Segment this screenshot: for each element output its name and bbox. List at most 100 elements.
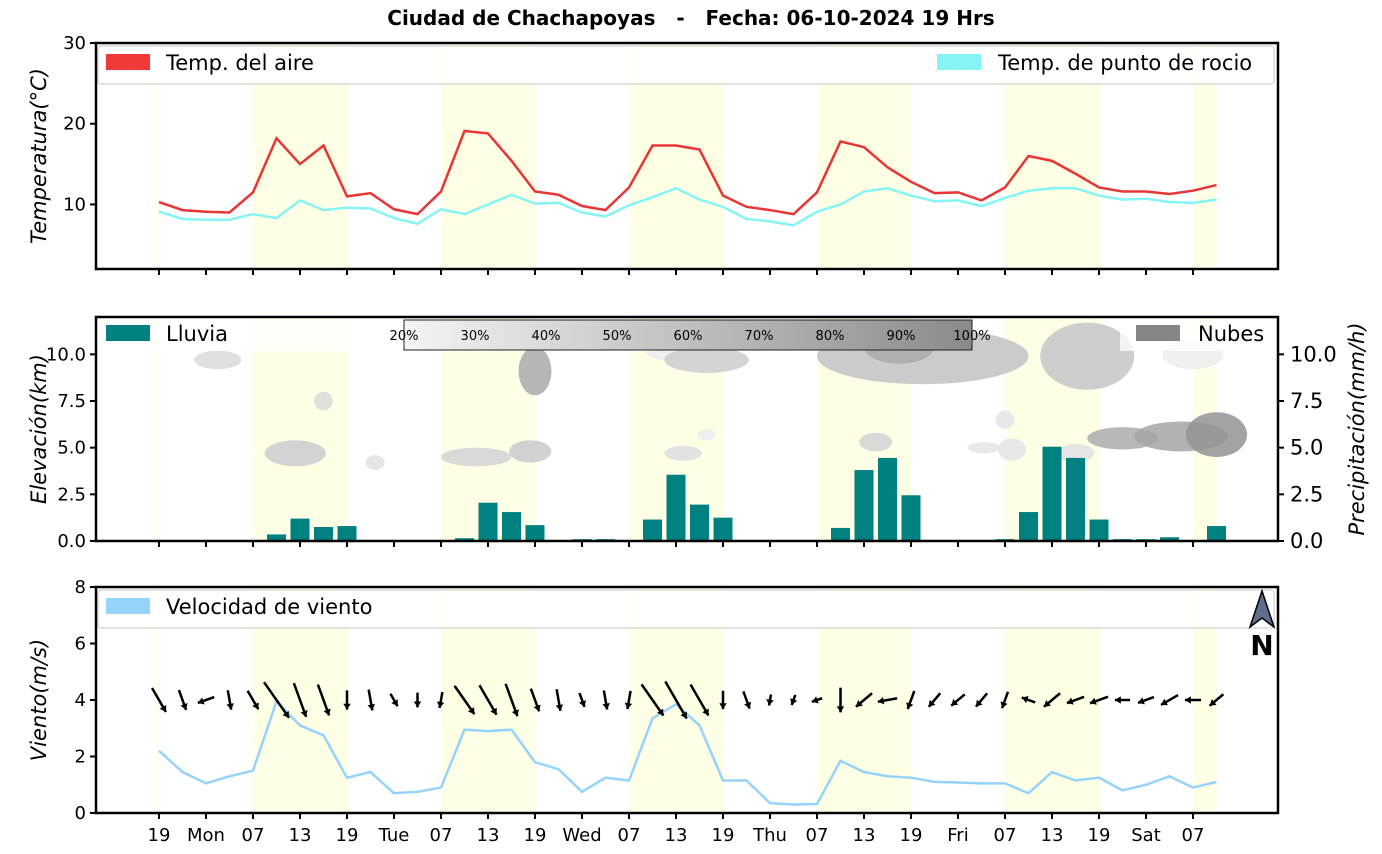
y-tick-label: 20 [63, 114, 86, 135]
wind-arrow-head [790, 698, 798, 706]
wind-arrow-head [1043, 700, 1051, 707]
cloud-patch [194, 350, 242, 370]
wind-arrow-head [766, 699, 774, 706]
wind-arrow [453, 685, 476, 715]
cloud-patch [509, 440, 552, 463]
x-tick-label: 07 [242, 825, 265, 846]
wind-arrow-head [1160, 698, 1168, 706]
x-tick-label: 19 [336, 825, 359, 846]
x-tick-label: 19 [712, 825, 735, 846]
wind-arrow [478, 684, 498, 716]
cloud-scale-bar [403, 319, 973, 351]
y-tick-label-right: 10.0 [1290, 342, 1337, 366]
wind-arrow-shaft [689, 683, 710, 717]
wind-arrow-head [490, 707, 497, 715]
wind-arrow [150, 687, 168, 713]
series-line-temp-del-aire [158, 129, 1217, 216]
y-tick-label: 0 [75, 803, 86, 824]
wind-arrow-head [226, 703, 234, 710]
legend-label-clouds: Nubes [1198, 322, 1264, 346]
wind-arrow-head [180, 703, 188, 710]
x-tick-label: Thu [752, 825, 787, 846]
wind-arrow-head [1089, 697, 1097, 705]
wind-arrow [246, 690, 260, 710]
x-tick-label: 13 [289, 825, 312, 846]
y-tick-label: 4 [75, 690, 86, 711]
cloud-patch [859, 432, 893, 452]
wind-arrow [790, 694, 798, 706]
cloud-scale-label: 90% [887, 329, 916, 344]
x-tick-label: 19 [148, 825, 171, 846]
wind-arrow [1021, 696, 1036, 704]
wind-arrow [877, 696, 898, 705]
wind-arrow-head [836, 706, 845, 713]
x-tick-label: Tue [378, 825, 410, 846]
rain-bar [1042, 446, 1062, 541]
north-label: N [1250, 629, 1273, 662]
x-tick-label: Mon [187, 825, 225, 846]
cloud-scale-label: 60% [674, 329, 703, 344]
wind-arrow-head [578, 700, 587, 707]
rain-bar [267, 534, 286, 541]
cloud-scale-label: 100% [953, 329, 990, 344]
wind-arrow [974, 692, 989, 708]
x-tick-label: 07 [994, 825, 1017, 846]
wind-arrow-shaft [292, 682, 308, 718]
y-tick-label: 8 [75, 577, 86, 598]
wind-arrow-head [1184, 696, 1191, 704]
legend-swatch-wind [106, 598, 150, 614]
y-tick-label-right: 0.0 [1290, 529, 1323, 553]
wind-arrow-head [197, 697, 205, 705]
cloud-patch [664, 445, 702, 461]
wind-arrow [197, 695, 215, 705]
wind-arrow-head [467, 707, 475, 715]
x-tick-label: 07 [806, 825, 829, 846]
x-tick-label: Fri [947, 825, 968, 846]
rain-bar [713, 517, 733, 541]
wind-arrow-head [680, 711, 687, 719]
y-axis-label-right: Precipitación(mm/h) [1345, 322, 1369, 535]
cloud-patch [314, 391, 333, 411]
cloud-patch [697, 429, 716, 441]
y-tick-label: 7.5 [57, 391, 86, 412]
x-tick-label: 07 [618, 825, 641, 846]
wind-arrow [689, 683, 710, 717]
wind-arrow-head [1114, 696, 1121, 704]
wind-arrow-head [602, 703, 610, 710]
wind-arrow [389, 693, 399, 707]
wind-arrow-head [159, 705, 167, 713]
wind-arrow-head [951, 699, 959, 706]
wind-arrow [578, 692, 587, 708]
wind-arrow [766, 694, 774, 706]
wind-arrow [555, 688, 564, 712]
cloud-scale-label: 50% [603, 329, 632, 344]
cloud-patch [1040, 322, 1135, 390]
north-arrow-icon [1248, 588, 1276, 630]
cloud-patch [967, 442, 1001, 454]
wind-arrow [367, 689, 375, 711]
plot-frame [94, 41, 1280, 271]
wind-arrow [855, 692, 873, 708]
wind-arrow [413, 692, 422, 708]
x-tick-label: 13 [1041, 825, 1064, 846]
y-tick-label: 5.0 [57, 438, 86, 459]
series-line-temp-de-punto-de-rocio [158, 186, 1217, 227]
wind-arrow-head [343, 703, 351, 710]
cloud-scale-label: 40% [532, 329, 561, 344]
y-tick-label: 6 [75, 634, 86, 655]
legend-swatch-rain [106, 325, 150, 341]
wind-arrow [1043, 692, 1061, 708]
cloud-scale-label: 80% [816, 329, 845, 344]
wind-arrow-head [300, 710, 308, 717]
wind-arrow [742, 690, 752, 710]
y-axis-label: Viento(m/s) [27, 639, 51, 761]
wind-arrow-head [436, 701, 445, 708]
wind-arrow [262, 681, 291, 719]
wind-arrow-head [702, 708, 709, 716]
wind-arrow [226, 690, 234, 710]
wind-arrow [436, 691, 445, 709]
rain-bar [1066, 457, 1085, 541]
legend-swatch-dew [937, 54, 981, 70]
cloud-patch [441, 447, 512, 467]
rain-bar [901, 495, 921, 541]
